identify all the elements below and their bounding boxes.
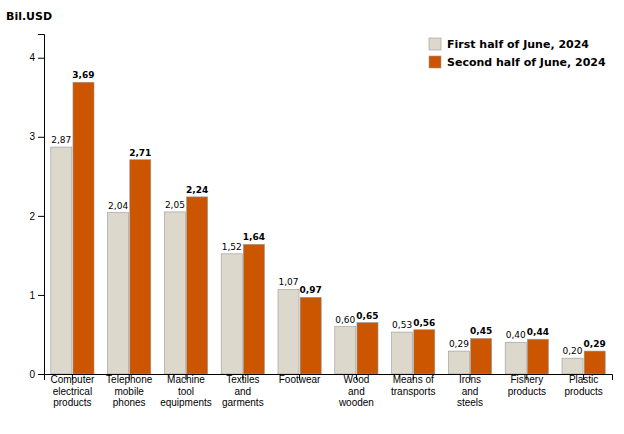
- x-tick-label: Footwear: [279, 374, 321, 385]
- data-labels: 2,87 2,04 2,05 1,52 1,07 0,60 0,53 0,29 0,40 0,20…: [51, 70, 605, 356]
- data-label: 0,65: [356, 311, 378, 321]
- x-tick: Woodandwooden: [338, 374, 374, 408]
- plot: 0 1 2 3 4 Computerelectricalproducts Telephone…: [29, 35, 612, 409]
- bar: [243, 244, 264, 374]
- data-label: 0,53: [392, 320, 412, 330]
- bar: [448, 351, 469, 374]
- y-tick: 2: [29, 211, 44, 222]
- legend-label: Second half of June, 2024: [447, 56, 606, 69]
- legend-swatch: [429, 38, 441, 50]
- x-tick-label: Woodandwooden: [338, 374, 374, 408]
- x-tick: Means oftransports: [391, 374, 435, 397]
- bar: [414, 330, 435, 374]
- bar: [187, 197, 208, 374]
- y-tick-label: 2: [29, 211, 35, 222]
- chart: 0 1 2 3 4 Computerelectricalproducts Telephone…: [0, 0, 624, 434]
- data-label: 2,87: [51, 135, 71, 145]
- bar: [108, 213, 129, 374]
- y-tick: 3: [29, 131, 44, 142]
- bar: [164, 212, 185, 374]
- x-tick-label: Telephonemobilephones: [106, 374, 153, 408]
- y-tick-label: 1: [29, 290, 35, 301]
- x-tick-label: Textilesandgarments: [222, 374, 264, 408]
- bar: [73, 82, 94, 374]
- bar: [505, 342, 526, 374]
- x-tick: Textilesandgarments: [222, 374, 264, 408]
- data-label: 2,71: [129, 148, 151, 158]
- y-tick-mark: [38, 58, 44, 59]
- bar: [357, 323, 378, 374]
- bar: [221, 254, 242, 374]
- x-tick: Footwear: [279, 374, 321, 385]
- data-label: 0,56: [413, 318, 435, 328]
- data-label: 0,29: [449, 339, 469, 349]
- data-label: 0,20: [562, 346, 582, 356]
- y-tick-label: 4: [29, 52, 35, 63]
- data-label: 2,05: [165, 200, 185, 210]
- x-tick-label: Plasticproducts: [564, 374, 602, 397]
- data-label: 1,52: [222, 242, 242, 252]
- x-tick: Machinetoolequipments: [160, 374, 212, 408]
- bars: [51, 82, 605, 374]
- y-tick: 4: [29, 52, 44, 63]
- bar: [51, 147, 72, 374]
- bar: [300, 297, 321, 374]
- data-label: 2,04: [108, 201, 128, 211]
- bar: [471, 338, 492, 374]
- data-label: 1,07: [278, 277, 298, 287]
- y-tick-mark: [38, 295, 44, 296]
- data-label: 0,44: [527, 327, 549, 337]
- data-label: 0,97: [300, 285, 322, 295]
- legend: First half of June, 2024 Second half of J…: [429, 38, 606, 69]
- x-tick: Ironsandsteels: [457, 374, 483, 408]
- data-label: 1,64: [243, 232, 265, 242]
- bar: [584, 351, 605, 374]
- y-tick-mark: [38, 137, 44, 138]
- x-tick-label: Machinetoolequipments: [160, 374, 212, 408]
- bar: [527, 339, 548, 374]
- y-tick-mark: [38, 216, 44, 217]
- legend-swatch: [429, 56, 441, 68]
- y-axis-title: Bil.USD: [6, 10, 52, 23]
- data-label: 2,24: [186, 185, 208, 195]
- data-label: 0,60: [335, 315, 355, 325]
- x-tick-label: Fisheryproducts: [508, 374, 546, 397]
- bar: [335, 327, 356, 374]
- legend-item: First half of June, 2024: [429, 38, 589, 51]
- x-tick: Computerelectricalproducts: [50, 374, 95, 408]
- bar: [130, 160, 151, 374]
- y-tick-label: 0: [29, 369, 35, 380]
- legend-label: First half of June, 2024: [447, 38, 589, 51]
- data-label: 3,69: [72, 70, 94, 80]
- legend-item: Second half of June, 2024: [429, 56, 606, 69]
- data-label: 0,40: [506, 330, 526, 340]
- x-tick-label: Computerelectricalproducts: [50, 374, 95, 408]
- y-tick: 0: [29, 369, 44, 380]
- bar: [562, 358, 583, 374]
- data-label: 0,45: [470, 326, 492, 336]
- y-tick-label: 3: [29, 131, 35, 142]
- x-tick: Fisheryproducts: [508, 374, 546, 397]
- bar: [392, 332, 413, 374]
- y-axis: 0 1 2 3 4: [29, 35, 44, 380]
- x-tick: Telephonemobilephones: [106, 374, 153, 408]
- y-axis-line: [38, 35, 45, 375]
- y-tick-mark: [38, 374, 44, 375]
- x-tick-label: Ironsandsteels: [457, 374, 483, 408]
- x-tick: Plasticproducts: [564, 374, 602, 397]
- data-label: 0,29: [584, 339, 606, 349]
- bar: [278, 289, 299, 374]
- x-tick-label: Means oftransports: [391, 374, 435, 397]
- x-axis: Computerelectricalproducts Telephonemobil…: [45, 374, 613, 408]
- y-tick: 1: [29, 290, 44, 301]
